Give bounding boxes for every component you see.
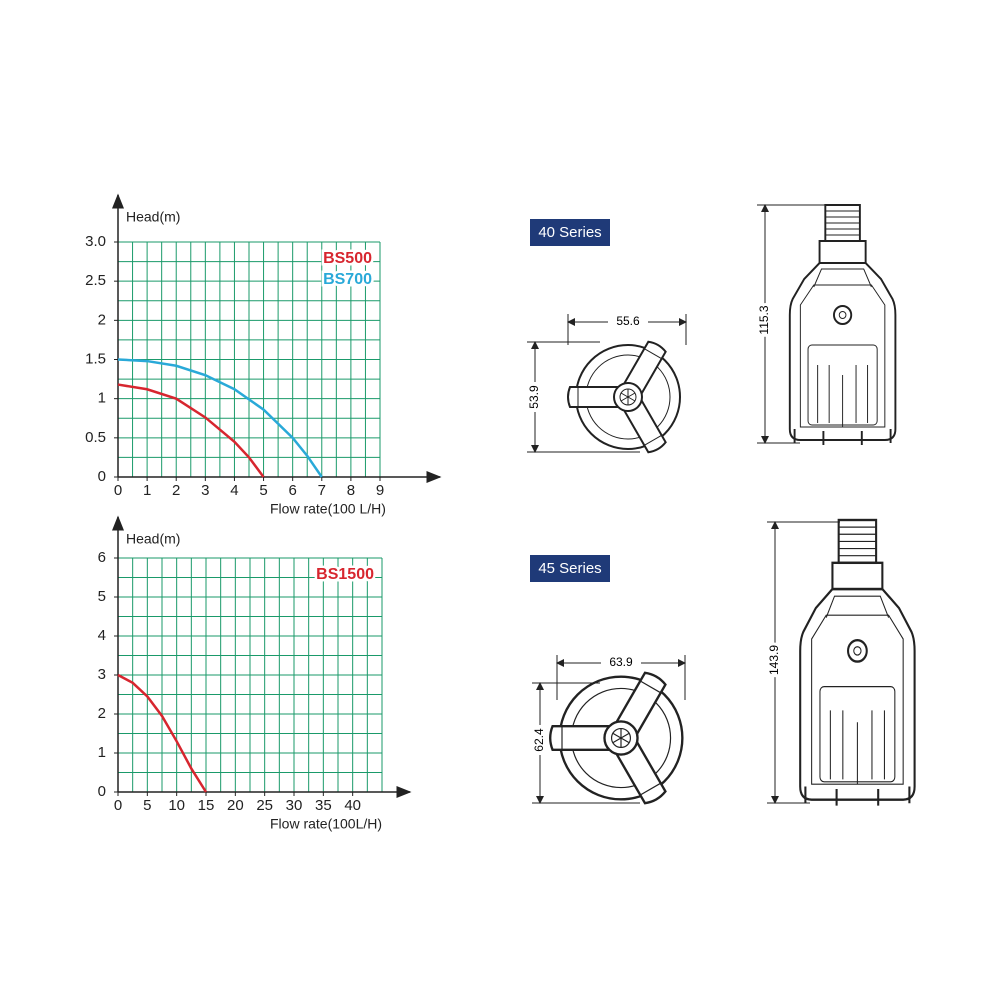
y-tick-label: 5: [98, 588, 106, 605]
x-tick-label: 15: [198, 797, 215, 814]
y-tick-label: 0: [98, 783, 106, 800]
x-tick-label: 4: [230, 482, 238, 499]
series-label: 40 Series: [538, 224, 601, 241]
series-line: [117, 358, 323, 478]
legend-entry: BS500: [323, 250, 372, 267]
x-tick-label: 8: [347, 482, 355, 499]
y-tick-label: 2: [98, 311, 106, 328]
drawing-45: 45 Series 63.9 62.4 143.9: [530, 518, 916, 807]
dim-height: 143.9: [767, 645, 781, 675]
y-tick-label: 1: [98, 744, 106, 761]
y-axis-label: Head(m): [126, 209, 180, 225]
series-label: 45 Series: [538, 560, 601, 577]
dim-width: 55.6: [616, 314, 640, 328]
series-line: [117, 673, 208, 793]
x-tick-label: 0: [114, 797, 122, 814]
x-tick-label: 7: [318, 482, 326, 499]
x-tick-label: 20: [227, 797, 244, 814]
y-tick-label: 2: [98, 705, 106, 722]
y-tick-label: 1: [98, 390, 106, 407]
dim-depth: 53.9: [527, 385, 541, 409]
x-tick-label: 30: [286, 797, 303, 814]
x-tick-label: 9: [376, 482, 384, 499]
x-axis-label: Flow rate(100 L/H): [270, 501, 386, 517]
charts: 0 1 2 3 4 5 6 7 8 9 0 0.5 1 1.5 2 2.5 3.0 Head(m) Flow rat…: [85, 193, 442, 832]
dim-depth: 62.4: [532, 728, 546, 752]
x-tick-label: 40: [344, 797, 361, 814]
x-tick-label: 35: [315, 797, 332, 814]
x-tick-label: 5: [143, 797, 151, 814]
y-tick-label: 3: [98, 666, 106, 683]
x-tick-label: 5: [259, 482, 267, 499]
y-tick-label: 0.5: [85, 429, 106, 446]
y-tick-label: 4: [98, 627, 106, 644]
dim-width: 63.9: [609, 655, 633, 669]
y-tick-label: 3.0: [85, 233, 106, 250]
x-tick-label: 2: [172, 482, 180, 499]
y-tick-label: 1.5: [85, 350, 106, 367]
x-tick-label: 0: [114, 482, 122, 499]
y-axis-label: Head(m): [126, 531, 180, 547]
legend-entry: BS700: [323, 271, 372, 288]
y-tick-label: 2.5: [85, 272, 106, 289]
x-tick-label: 10: [168, 797, 185, 814]
series-badge: [530, 219, 610, 246]
x-tick-label: 1: [143, 482, 151, 499]
drawing-40: 40 Series 55.6 53.9 115.3: [527, 204, 897, 454]
x-tick-label: 3: [201, 482, 209, 499]
x-tick-label: 6: [288, 482, 296, 499]
x-tick-label: 25: [256, 797, 273, 814]
legend-entry: BS1500: [316, 566, 374, 583]
series-badge: [530, 555, 610, 582]
dim-height: 115.3: [757, 305, 771, 334]
y-tick-label: 6: [98, 549, 106, 566]
series-line: [117, 383, 265, 478]
x-axis-label: Flow rate(100L/H): [270, 816, 382, 832]
y-tick-label: 0: [98, 468, 106, 485]
